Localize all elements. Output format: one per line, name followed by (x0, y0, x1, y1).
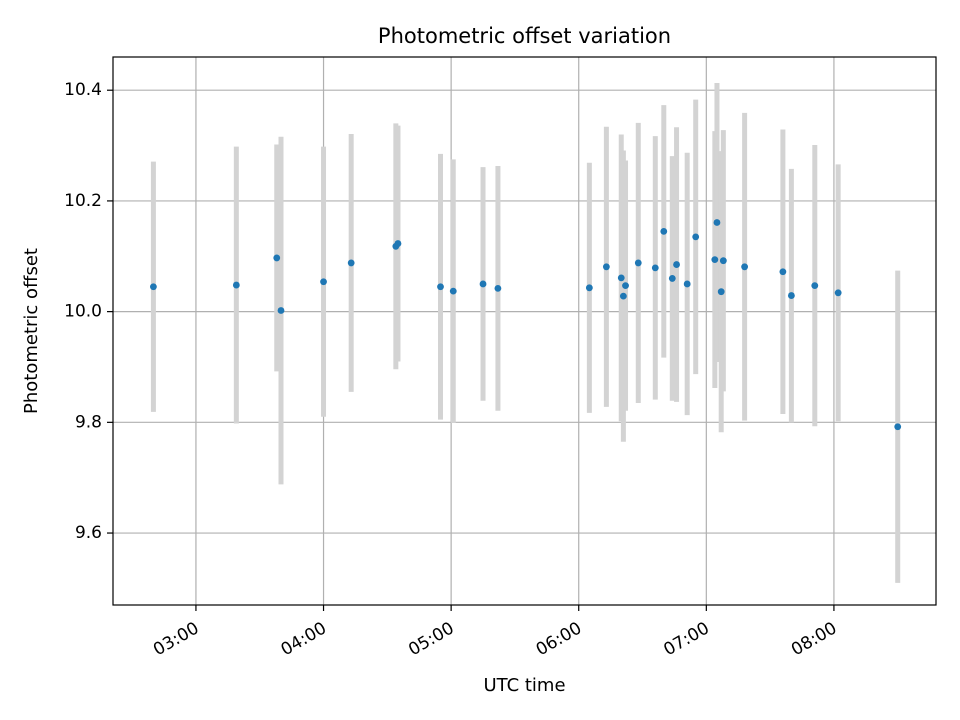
y-tick-label: 10.0 (64, 302, 102, 322)
data-point (320, 278, 327, 286)
data-point (394, 240, 402, 247)
x-axis-label: UTC time (483, 675, 565, 696)
chart-title: Photometric offset variation (378, 24, 671, 48)
data-point (277, 307, 285, 314)
y-tick-label: 9.6 (75, 523, 102, 543)
data-point (668, 275, 676, 282)
data-point (834, 289, 842, 297)
data-point (811, 282, 819, 290)
y-tick-label: 10.4 (64, 80, 102, 100)
data-point (692, 233, 700, 241)
data-point (660, 227, 668, 235)
data-point (741, 263, 749, 271)
y-tick-label: 10.2 (64, 191, 102, 211)
data-point (232, 281, 240, 289)
data-point (437, 283, 444, 291)
data-point (347, 259, 355, 267)
data-point (787, 292, 795, 299)
data-point (617, 274, 625, 282)
y-tick-label: 9.8 (75, 412, 102, 432)
y-axis-ticks: 9.6 9.8 10.0 10.2 10.4 (64, 80, 113, 543)
data-point (273, 254, 281, 262)
data-point (673, 261, 680, 268)
data-point (651, 264, 659, 272)
data-points (150, 219, 902, 431)
data-point (585, 284, 593, 292)
y-axis-label: Photometric offset (21, 248, 42, 414)
data-point (602, 263, 610, 271)
data-point (622, 282, 629, 290)
plot-area-frame (112, 56, 937, 606)
data-point (717, 288, 725, 296)
data-point (479, 280, 487, 288)
data-point (894, 423, 902, 431)
data-point (711, 256, 719, 263)
data-point (494, 284, 502, 292)
data-point (634, 259, 642, 267)
data-point (150, 283, 157, 291)
data-point (683, 280, 691, 288)
data-point (449, 287, 457, 295)
data-point (779, 268, 787, 276)
data-point (619, 292, 627, 300)
data-point (719, 257, 727, 265)
data-point (713, 219, 721, 226)
